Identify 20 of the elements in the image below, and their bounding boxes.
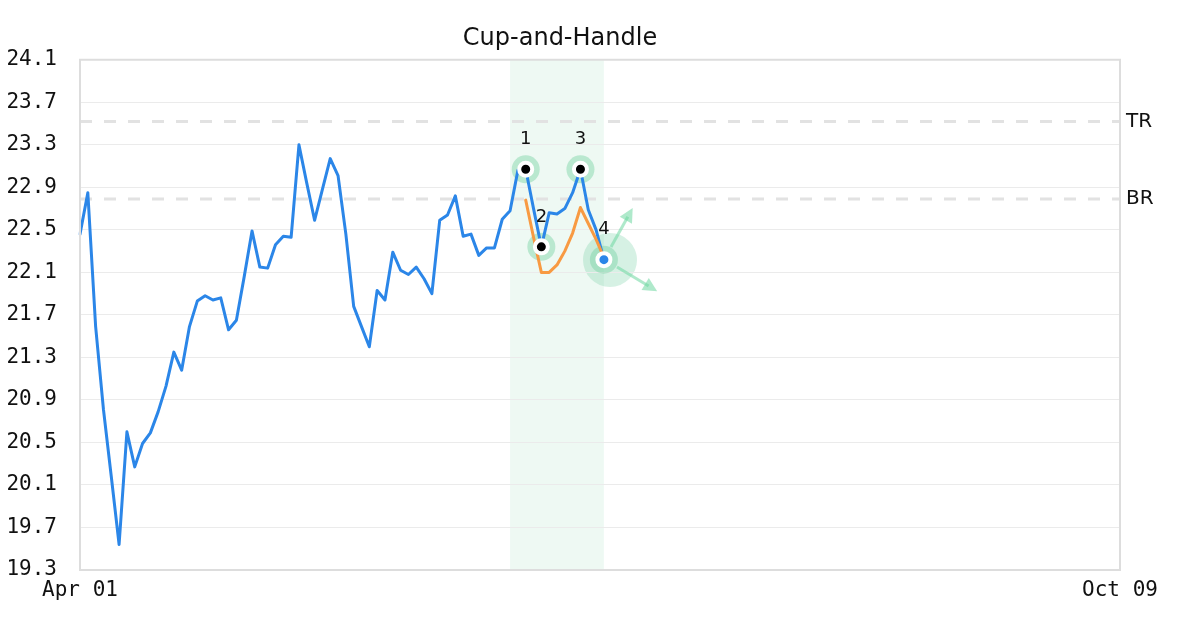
y-tick-label: 23.3 [6,131,57,156]
y-tick-label: 20.9 [6,386,57,411]
y-tick-label: 20.1 [6,471,57,496]
y-tick-label: 22.9 [6,173,57,198]
y-tick-label: 22.1 [6,258,57,283]
y-tick-label: 23.7 [6,88,57,113]
chart-title: Cup-and-Handle [462,22,658,51]
x-tick-label: Oct 09 [1082,577,1158,602]
y-tick-label: 19.7 [6,513,57,538]
ref-line-label: TR [1125,107,1153,132]
annotation: 4 [598,217,610,239]
y-tick-label: 21.7 [6,301,57,326]
y-tick-label: 20.5 [6,428,57,453]
y-tick-label: 24.1 [6,46,57,71]
y-tick-label: 22.5 [6,216,57,241]
annotation: 1 [519,126,532,148]
y-tick-label: 21.3 [6,343,57,368]
annotation: 3 [574,126,587,148]
annotation: 2 [535,204,548,226]
ref-line-label: BR [1126,185,1154,210]
